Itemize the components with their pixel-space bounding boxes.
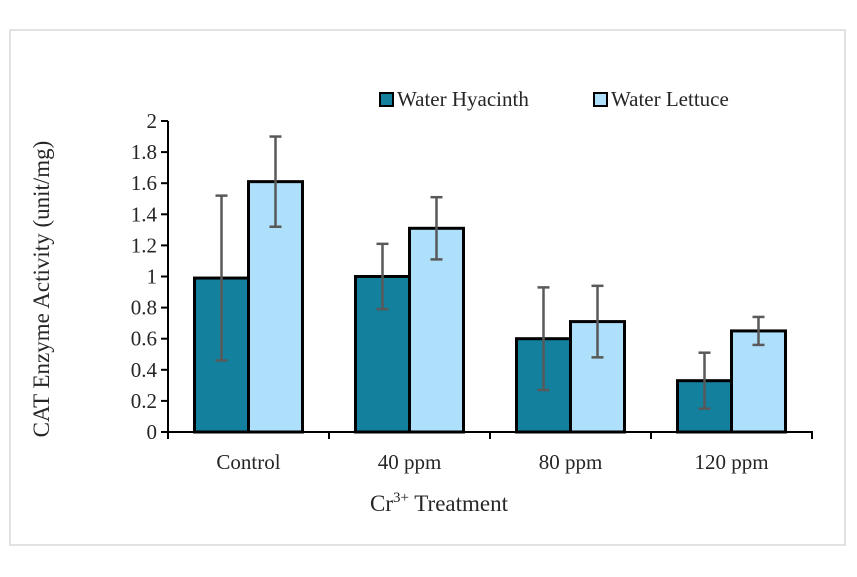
x-axis-title: Cr3+ Treatment	[370, 490, 509, 516]
legend-label: Water Lettuce	[611, 87, 729, 111]
y-tick-label: 0.4	[131, 358, 158, 382]
x-tick-label: Control	[216, 450, 280, 474]
x-tick-label: 40 ppm	[378, 450, 442, 474]
y-axis: 0 0.2 0.4 0.6 0.8 1 1.2 1.4 1.6 1.8 2	[131, 109, 169, 444]
y-tick-label: 0	[147, 420, 158, 444]
y-tick-label: 0.8	[131, 296, 157, 320]
y-tick-label: 1.8	[131, 140, 157, 164]
y-tick-label: 2	[147, 109, 158, 133]
legend-label: Water Hyacinth	[397, 87, 529, 111]
y-tick-label: 0.6	[131, 327, 157, 351]
error-bars	[215, 135, 765, 410]
x-axis-title-rest: Treatment	[409, 491, 509, 516]
x-tick-label: 80 ppm	[539, 450, 603, 474]
legend: Water Hyacinth Water Lettuce	[379, 87, 729, 111]
y-tick-label: 1.4	[131, 202, 158, 226]
x-axis-title-superscript: 3+	[393, 490, 409, 506]
y-tick-label: 0.2	[131, 389, 157, 413]
legend-swatch	[593, 92, 608, 107]
y-tick-label: 1.6	[131, 171, 157, 195]
bar	[408, 226, 465, 434]
y-tick-label: 1.2	[131, 233, 157, 257]
legend-swatch	[379, 92, 394, 107]
x-tick-label: 120 ppm	[694, 450, 768, 474]
x-axis-title-main: Cr	[370, 491, 393, 516]
y-tick-label: 1	[147, 265, 158, 289]
y-axis-title: CAT Enzyme Activity (unit/mg)	[29, 141, 54, 438]
